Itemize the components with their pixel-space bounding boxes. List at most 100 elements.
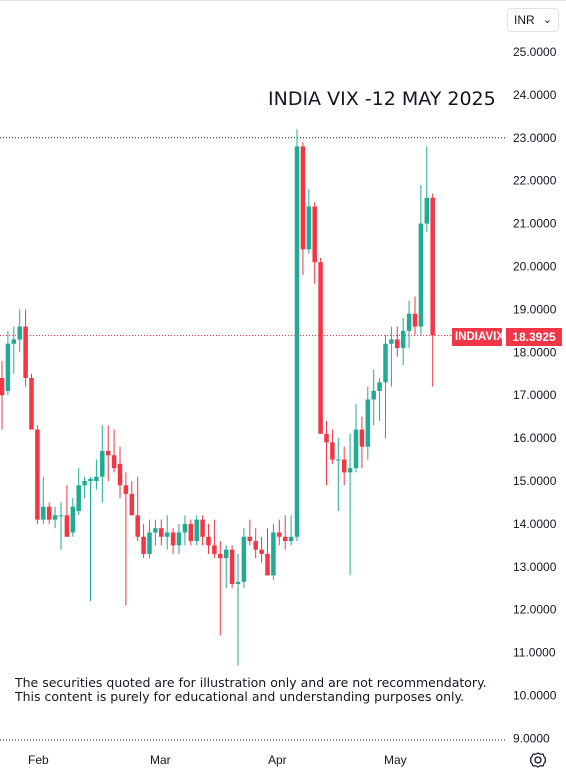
candle xyxy=(359,416,365,469)
candle xyxy=(277,519,282,546)
candle xyxy=(46,502,52,524)
candle xyxy=(76,468,81,516)
candle-body xyxy=(318,262,323,434)
candle xyxy=(365,386,371,460)
candle xyxy=(0,360,5,430)
candle-body xyxy=(64,515,70,537)
candle-body xyxy=(300,146,306,250)
candle-body xyxy=(117,463,123,486)
candle-body xyxy=(282,536,288,542)
candle xyxy=(100,425,105,503)
candle xyxy=(212,519,217,559)
candle-body xyxy=(0,378,5,396)
candle-body xyxy=(389,339,394,344)
candle-body xyxy=(123,485,129,494)
candle xyxy=(389,326,394,387)
candle-body xyxy=(76,485,81,512)
candle-body xyxy=(105,450,111,456)
candle xyxy=(265,528,270,576)
candle xyxy=(200,515,205,546)
candle-body xyxy=(159,528,164,537)
candle-body xyxy=(58,515,64,517)
candle-body xyxy=(383,343,388,383)
candle-body xyxy=(5,343,11,391)
price-tag-symbol: INDIAVIX xyxy=(452,328,504,346)
candle xyxy=(418,184,424,336)
candle xyxy=(347,433,353,576)
candle-body xyxy=(188,523,194,542)
candle-body xyxy=(218,553,223,559)
candle-body xyxy=(153,528,158,533)
candle-body xyxy=(395,339,400,349)
candle xyxy=(300,142,306,276)
candle-body xyxy=(147,532,152,554)
x-tick-label: Mar xyxy=(150,753,171,767)
candle xyxy=(206,523,211,554)
candle-body xyxy=(306,206,312,250)
y-tick-label: 19.0000 xyxy=(513,302,557,316)
candle xyxy=(147,519,152,559)
candle xyxy=(383,335,388,439)
y-tick-label: 12.0000 xyxy=(513,603,557,617)
candle xyxy=(153,519,158,546)
candle xyxy=(117,446,123,499)
candle xyxy=(229,545,235,589)
candle xyxy=(412,296,418,336)
candle xyxy=(23,309,28,387)
candle-body xyxy=(371,390,376,400)
y-tick-label: 16.0000 xyxy=(513,431,557,445)
y-tick-label: 9.0000 xyxy=(513,731,550,745)
candle xyxy=(377,378,382,421)
candle xyxy=(188,519,194,546)
candle-body xyxy=(294,146,300,537)
y-tick-label: 18.0000 xyxy=(513,345,557,359)
candle-body xyxy=(17,326,22,340)
candle-body xyxy=(365,399,371,447)
candle-body xyxy=(430,197,435,336)
candle xyxy=(235,553,241,666)
candle xyxy=(430,193,435,387)
y-tick-label: 14.0000 xyxy=(513,517,557,531)
candle xyxy=(176,523,182,554)
y-tick-label: 15.0000 xyxy=(513,474,557,488)
currency-selector[interactable]: INR ⌄ xyxy=(507,8,559,32)
candle xyxy=(241,528,247,589)
candle-body xyxy=(200,519,205,537)
candle-body xyxy=(35,429,40,520)
candle xyxy=(17,309,22,353)
candle xyxy=(5,330,11,396)
candle xyxy=(111,429,117,473)
disclaimer-line-2: This content is purely for educational a… xyxy=(15,689,465,704)
candle-body xyxy=(400,330,406,349)
candle xyxy=(294,129,300,542)
candle-body xyxy=(212,545,217,554)
disclaimer: The securities quoted are for illustrati… xyxy=(15,676,487,704)
candle xyxy=(129,481,135,516)
candle xyxy=(400,317,406,366)
candle-body xyxy=(176,532,182,546)
candle-body xyxy=(312,206,317,263)
settings-icon[interactable] xyxy=(529,751,547,769)
candle xyxy=(324,420,329,486)
candle-body xyxy=(259,549,264,554)
x-tick-label: Feb xyxy=(28,753,49,767)
y-tick-label: 24.0000 xyxy=(513,88,557,102)
candle-body xyxy=(94,476,99,481)
candle-body xyxy=(336,459,341,461)
candle xyxy=(341,446,347,486)
candle xyxy=(247,519,253,546)
candle-body xyxy=(359,429,365,447)
candle xyxy=(336,438,341,512)
candle xyxy=(41,476,46,524)
candle-body xyxy=(253,541,258,550)
candle-body xyxy=(271,532,276,576)
candle xyxy=(330,429,335,464)
candle-body xyxy=(129,493,135,516)
candle-body xyxy=(182,523,188,533)
candle xyxy=(353,403,359,473)
candle xyxy=(306,189,312,254)
candle xyxy=(424,146,430,233)
candle-body xyxy=(406,313,412,331)
chart-title: INDIA VIX -12 MAY 2025 xyxy=(268,88,496,110)
